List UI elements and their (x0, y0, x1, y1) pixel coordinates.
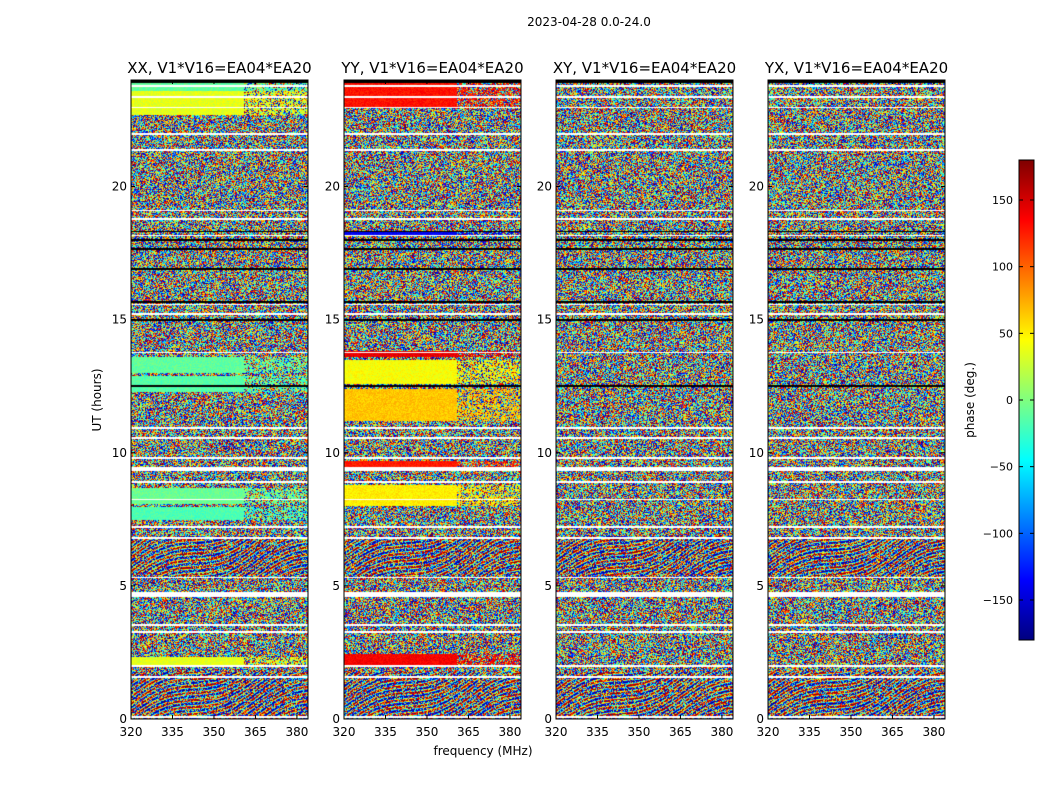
y-tick-label: 10 (749, 446, 764, 460)
panel-title: YX, V1*V16=EA04*EA20 (764, 59, 948, 77)
colorbar-tick-label: −150 (983, 594, 1013, 607)
x-tick-label: 380 (922, 725, 945, 739)
heatmap-image (556, 80, 733, 719)
x-tick-label: 335 (374, 725, 397, 739)
panel-frame (767, 79, 946, 720)
colorbar-tick-label: 150 (992, 194, 1013, 207)
y-tick-label: 0 (756, 712, 764, 726)
x-axis-label: frequency (MHz) (433, 744, 532, 758)
x-tick-label: 320 (120, 725, 143, 739)
x-tick-label: 365 (457, 725, 480, 739)
x-tick-label: 320 (545, 725, 568, 739)
colorbar: phase (deg.) 150 100 50 0 −50 −100 −150 (963, 159, 1035, 641)
y-tick-label: 15 (325, 313, 340, 327)
y-tick-label: 20 (325, 180, 340, 194)
x-tick-label: 365 (881, 725, 904, 739)
panel-frame (555, 79, 734, 720)
x-tick-label: 380 (498, 725, 521, 739)
y-tick-label: 5 (756, 579, 764, 593)
y-tick-label: 15 (749, 313, 764, 327)
heatmap-image (344, 80, 521, 719)
panel-title: XX, V1*V16=EA04*EA20 (127, 59, 311, 77)
y-tick-label: 20 (537, 180, 552, 194)
x-tick-label: 365 (669, 725, 692, 739)
y-tick-label: 15 (112, 313, 127, 327)
heatmap-image (768, 80, 945, 719)
y-tick-label: 10 (537, 446, 552, 460)
phase-heatmap-canvas (556, 80, 733, 719)
phase-heatmap-canvas (768, 80, 945, 719)
x-tick-label: 365 (244, 725, 267, 739)
x-tick-label: 320 (333, 725, 356, 739)
y-tick-label: 0 (544, 712, 552, 726)
y-tick-label: 5 (332, 579, 340, 593)
colorbar-tick-label: 50 (999, 327, 1013, 340)
colorbar-tick-label: 100 (992, 261, 1013, 274)
y-tick-label: 10 (325, 446, 340, 460)
panel-2: YY, V1*V16=EA04*EA20 320 335 350 365 380 0 5 10 1… (325, 59, 524, 739)
phase-heatmap-canvas (131, 80, 308, 719)
panels-layer: XX, V1*V16=EA04*EA20 320 335 350 365 380 0 5 10 1… (112, 59, 948, 739)
y-tick-label: 10 (112, 446, 127, 460)
x-tick-label: 350 (840, 725, 863, 739)
colorbar-tick-label: −100 (983, 527, 1013, 540)
panel-frame (130, 79, 309, 720)
y-tick-label: 20 (112, 180, 127, 194)
y-tick-label: 0 (332, 712, 340, 726)
y-axis-label: UT (hours) (90, 368, 104, 431)
colorbar-tick-label: −50 (990, 461, 1013, 474)
phase-heatmap-canvas (344, 80, 521, 719)
x-tick-label: 350 (628, 725, 651, 739)
panel-1: XX, V1*V16=EA04*EA20 320 335 350 365 380 0 5 10 1… (112, 59, 312, 739)
x-tick-label: 335 (586, 725, 609, 739)
panel-frame (343, 79, 522, 720)
panel-title: XY, V1*V16=EA04*EA20 (553, 59, 736, 77)
x-tick-label: 335 (798, 725, 821, 739)
heatmap-image (131, 80, 308, 719)
panel-title: YY, V1*V16=EA04*EA20 (340, 59, 523, 77)
panel-4: YX, V1*V16=EA04*EA20 320 335 350 365 380 0 5 10 1… (749, 59, 948, 739)
x-tick-label: 350 (416, 725, 439, 739)
x-tick-label: 380 (710, 725, 733, 739)
colorbar-tick-label: 0 (1006, 394, 1013, 407)
panel-3: XY, V1*V16=EA04*EA20 320 335 350 365 380 0 5 10 1… (537, 59, 736, 739)
x-tick-label: 380 (285, 725, 308, 739)
y-tick-label: 0 (119, 712, 127, 726)
x-tick-label: 335 (161, 725, 184, 739)
y-tick-label: 5 (119, 579, 127, 593)
figure-title: 2023-04-28 0.0-24.0 (527, 15, 651, 29)
x-tick-label: 320 (757, 725, 780, 739)
colorbar-label: phase (deg.) (963, 362, 977, 438)
y-tick-label: 15 (537, 313, 552, 327)
y-tick-label: 20 (749, 180, 764, 194)
y-tick-label: 5 (544, 579, 552, 593)
x-tick-label: 350 (203, 725, 226, 739)
